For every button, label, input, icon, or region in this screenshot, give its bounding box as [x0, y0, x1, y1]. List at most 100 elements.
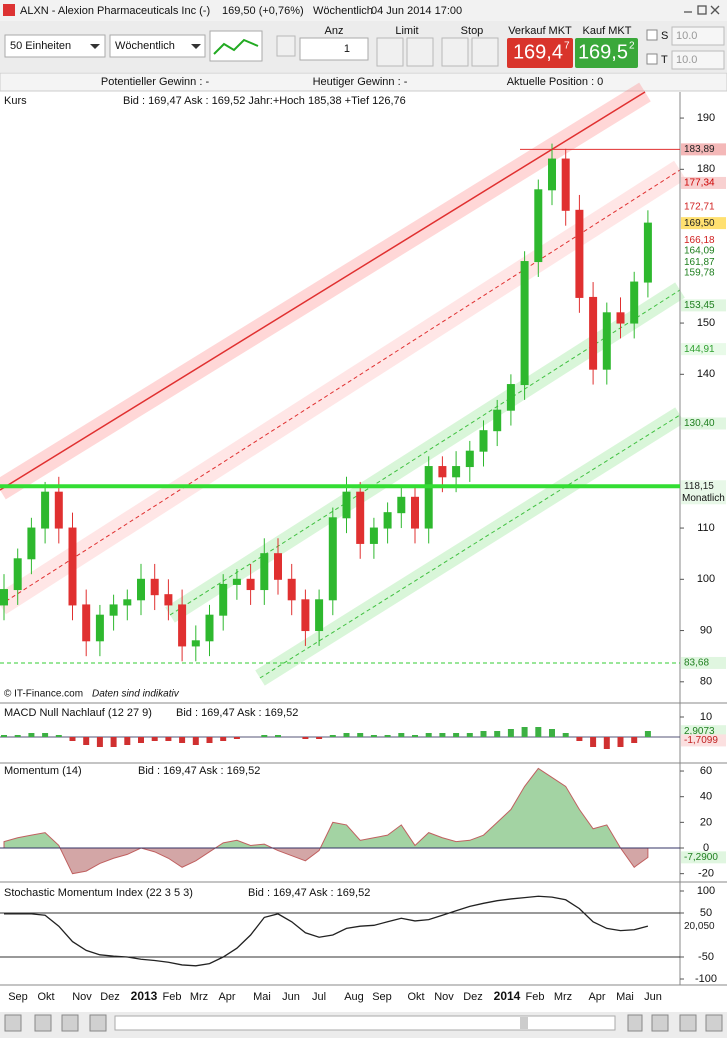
- candle-body: [561, 158, 570, 211]
- candle-body: [164, 594, 173, 606]
- t-input[interactable]: [671, 50, 725, 70]
- y-tick-label: 100: [697, 573, 715, 585]
- level-tag: [681, 217, 726, 230]
- x-tick-label: Okt: [407, 991, 424, 1003]
- histogram-bar: [138, 737, 144, 743]
- y-tick-label: 10: [700, 711, 712, 723]
- candle-body: [506, 384, 515, 411]
- candle-body: [520, 261, 529, 386]
- histogram-bar: [220, 737, 227, 741]
- candle-body: [274, 553, 282, 580]
- sell-button[interactable]: [507, 38, 573, 68]
- histogram-bar: [466, 733, 473, 737]
- level-tag: [681, 725, 726, 738]
- window-title: ALXN - Alexion Pharmaceuticals Inc (-): [20, 5, 210, 17]
- x-tick-label: Feb: [163, 991, 182, 1003]
- buy-button[interactable]: [575, 38, 638, 68]
- histogram-bar: [192, 737, 199, 745]
- anz-value: 1: [344, 43, 350, 55]
- level-tag: [681, 244, 726, 257]
- t-checkbox[interactable]: [646, 53, 658, 65]
- histogram-bar: [631, 737, 638, 743]
- title-bar: [0, 0, 727, 21]
- limit-sell-button[interactable]: [406, 37, 434, 67]
- histogram-bar: [549, 729, 555, 737]
- candle-body: [575, 209, 584, 298]
- level-tag: [681, 266, 726, 279]
- interval-select[interactable]: [109, 34, 206, 58]
- y-tick-label: 40: [700, 791, 712, 803]
- histogram-bar: [316, 737, 323, 739]
- limit-buy-button[interactable]: [376, 37, 404, 67]
- t-value: 10.0: [676, 54, 697, 66]
- scroll-thumb[interactable]: [520, 1017, 528, 1029]
- chart-type-button[interactable]: [209, 30, 263, 62]
- candle-body: [465, 450, 474, 468]
- level-label: 177,34: [684, 178, 715, 189]
- scrollbar[interactable]: [114, 1015, 616, 1031]
- candle-body: [315, 599, 324, 632]
- x-tick-label: Mrz: [190, 991, 208, 1003]
- candle-body: [589, 296, 598, 370]
- level-label: 130,40: [684, 418, 715, 429]
- candle-body: [287, 578, 296, 601]
- window-period: Wöchentlich: [313, 5, 373, 17]
- candle-body: [137, 578, 145, 601]
- buy-price: 169,5: [578, 41, 628, 63]
- histogram-bar: [124, 737, 131, 745]
- candle-body: [301, 599, 310, 632]
- x-tick-label: Apr: [588, 991, 605, 1003]
- y-tick-label: 50: [700, 907, 712, 919]
- stop-sell-button[interactable]: [471, 37, 499, 67]
- bottom-buttons[interactable]: [4, 1014, 723, 1032]
- histogram-bar: [412, 735, 418, 737]
- level-label: 83,68: [684, 658, 709, 669]
- settings-button[interactable]: [276, 35, 296, 57]
- s-checkbox[interactable]: [646, 29, 658, 41]
- level-tag: [681, 920, 726, 933]
- panel-title: Momentum (14): [4, 765, 82, 777]
- candle-body: [424, 466, 433, 529]
- histogram-bar: [69, 737, 76, 741]
- x-tick-label: Feb: [526, 991, 545, 1003]
- level-note: Monatlich: [682, 493, 725, 504]
- level-label: 118,15: [684, 481, 714, 492]
- x-tick-label: Sep: [8, 991, 28, 1003]
- x-tick-label: Dez: [463, 991, 483, 1003]
- stop-buy-button[interactable]: [441, 37, 469, 67]
- level-label: 2,9073: [684, 726, 715, 737]
- footer-note: Daten sind indikativ: [92, 689, 180, 700]
- level-label: 166,18: [684, 235, 715, 246]
- candle-body: [0, 589, 8, 606]
- histogram-bar: [83, 737, 90, 745]
- level-label: -1,7099: [684, 735, 718, 746]
- candle-body: [616, 312, 625, 324]
- level-label: 20,050: [684, 921, 715, 932]
- histogram-bar: [384, 735, 391, 737]
- y-tick-label: 60: [700, 765, 712, 777]
- interval-text: Wöchentlich: [115, 40, 175, 52]
- histogram-bar: [617, 737, 624, 747]
- level-label: -7,2900: [684, 852, 718, 863]
- candle-body: [82, 604, 91, 642]
- candle-body: [95, 614, 104, 642]
- candle-body: [643, 222, 652, 283]
- anz-input[interactable]: [299, 37, 369, 61]
- y-tick-label: 140: [697, 368, 715, 380]
- candle-body: [548, 158, 556, 191]
- x-tick-label: Apr: [218, 991, 235, 1003]
- candle-body: [342, 491, 351, 519]
- level-label: 169,50: [684, 218, 715, 229]
- stochastic-line: [4, 895, 649, 967]
- s-input[interactable]: [671, 26, 725, 46]
- candle-body: [356, 491, 365, 544]
- histogram-bar: [562, 733, 569, 737]
- level-label: 161,87: [684, 257, 715, 268]
- units-select[interactable]: [4, 34, 106, 58]
- x-tick-label: 2013: [131, 989, 158, 1003]
- histogram-bar: [1, 735, 7, 737]
- window-buttons[interactable]: [684, 5, 720, 15]
- momentum-area: [3, 767, 649, 849]
- histogram-bar: [55, 735, 62, 737]
- panel-title: Stochastic Momentum Index (22 3 5 3): [4, 887, 193, 899]
